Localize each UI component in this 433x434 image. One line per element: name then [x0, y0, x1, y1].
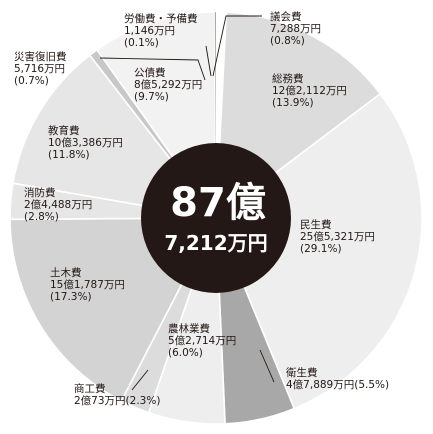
slice-label-amount: 10億3,386万円 — [48, 136, 123, 149]
slice-label-name: 商工費 — [74, 382, 106, 395]
slice-label-amount: 1,146万円 — [124, 25, 175, 37]
slice-label-name: 議会費 — [270, 10, 302, 23]
slice-label-amount: 5億2,714万円 — [168, 334, 236, 347]
leader-line-1 — [212, 15, 262, 77]
slice-label-amount-percent: 2億73万円(2.3%) — [74, 394, 160, 407]
slice-label-name: 労働費・予備費 — [124, 12, 198, 25]
slice-label-percent: (0.8%) — [270, 35, 305, 47]
slice-label-name: 農林業費 — [168, 322, 210, 335]
slice-3 — [215, 92, 423, 410]
slice-label-name: 災害復旧費 — [14, 50, 67, 63]
slice-label-name: 総務費 — [272, 72, 304, 85]
slice-label-amount: 8億5,292万円 — [134, 78, 202, 91]
slice-label-amount: 25億5,321万円 — [300, 230, 375, 243]
slice-label-percent: (13.9%) — [272, 97, 314, 109]
slice-label-percent: (11.8%) — [48, 149, 90, 161]
center-total-disc — [141, 143, 291, 293]
leader-line-12 — [205, 45, 212, 77]
leader-lines — [99, 15, 275, 391]
slice-label-name: 公債費 — [134, 66, 166, 79]
slice-label-amount: 15億1,787万円 — [50, 278, 125, 291]
slice-label-percent: (0.1%) — [124, 37, 159, 49]
slice-label-percent: (6.0%) — [168, 347, 203, 359]
slice-label-amount: 7,288万円 — [270, 23, 321, 35]
slice-label-percent: (9.7%) — [134, 91, 169, 103]
slice-label-name: 民生費 — [300, 218, 332, 231]
center-total-line1: 87億 — [170, 180, 266, 226]
slice-labels: 議会費7,288万円(0.8%)総務費12億2,112万円(13.9%)民生費2… — [14, 10, 389, 407]
slice-label-name: 教育費 — [48, 124, 80, 137]
slice-label-amount-percent: 4億7,889万円(5.5%) — [286, 378, 389, 391]
slice-label-name: 消防費 — [24, 186, 56, 199]
slice-label-amount: 5,716万円 — [14, 63, 65, 75]
leader-line-6 — [131, 369, 149, 391]
slice-label-percent: (17.3%) — [50, 291, 92, 303]
leader-line-4 — [259, 349, 275, 383]
slice-label-name: 衛生費 — [286, 366, 318, 379]
leader-line-10 — [99, 57, 206, 81]
slice-label-percent: (29.1%) — [300, 243, 342, 255]
slice-label-amount: 12億2,112万円 — [272, 84, 347, 97]
slice-label-amount: 2億4,488万円 — [24, 198, 92, 211]
slice-label-percent: (2.8%) — [24, 211, 59, 223]
center-total-line2: 7,212万円 — [164, 231, 267, 255]
slice-label-percent: (0.7%) — [14, 75, 49, 87]
slice-label-name: 土木費 — [50, 266, 82, 279]
